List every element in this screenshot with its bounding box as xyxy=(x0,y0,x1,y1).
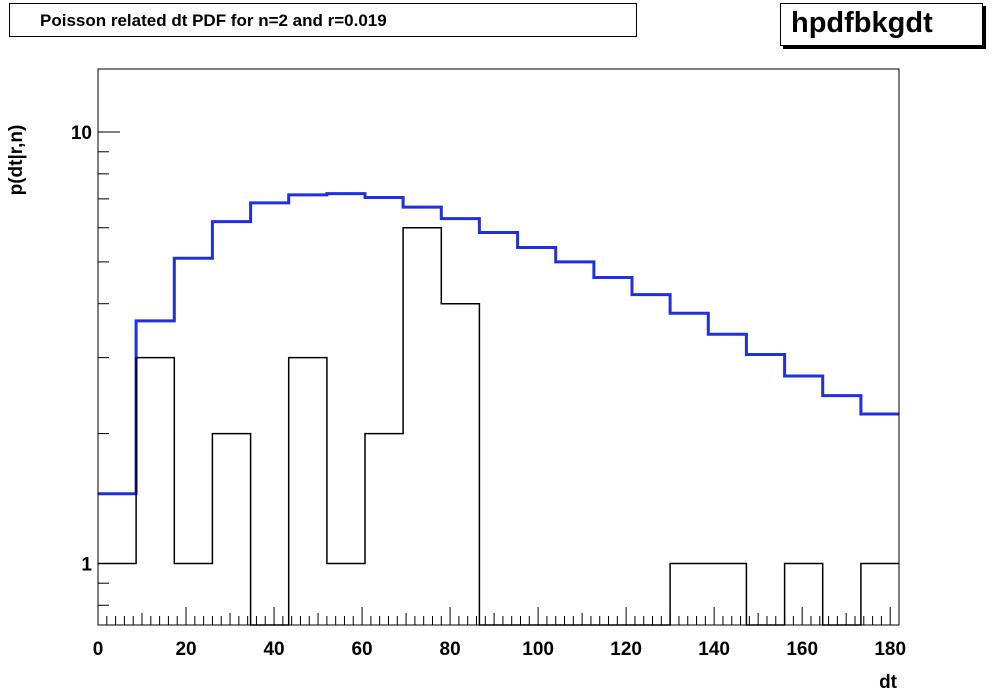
x-axis-label: dt xyxy=(879,672,898,693)
x-tick-label: 20 xyxy=(175,639,196,660)
title-box: Poisson related dt PDF for n=2 and r=0.0… xyxy=(9,3,637,37)
stat-label: hpdfbkgdt xyxy=(791,7,933,39)
x-tick-label: 140 xyxy=(698,639,730,660)
stat-box: hpdfbkgdt xyxy=(780,3,983,46)
x-tick-label: 180 xyxy=(874,639,906,660)
x-tick-label: 80 xyxy=(440,639,461,660)
chart-title: Poisson related dt PDF for n=2 and r=0.0… xyxy=(40,11,387,30)
x-tick-label: 120 xyxy=(610,639,642,660)
series-layer xyxy=(98,192,899,626)
x-tick-label: 160 xyxy=(786,639,818,660)
x-tick-label: 0 xyxy=(93,639,104,660)
x-tick-label: 40 xyxy=(263,639,284,660)
y-tick-label: 10 xyxy=(71,123,92,144)
x-tick-label: 60 xyxy=(351,639,372,660)
x-tick-label: 100 xyxy=(522,639,554,660)
y-axis: 1 10 xyxy=(71,123,120,606)
series-line-1 xyxy=(98,192,899,496)
y-tick-label: 1 xyxy=(81,554,92,575)
y-axis-label: p(dt|r,n) xyxy=(6,125,27,196)
x-axis: 0 20 40 60 80 100 120 140 160 180 xyxy=(93,607,906,660)
series-line-2 xyxy=(98,226,899,626)
plot-frame xyxy=(97,68,900,626)
